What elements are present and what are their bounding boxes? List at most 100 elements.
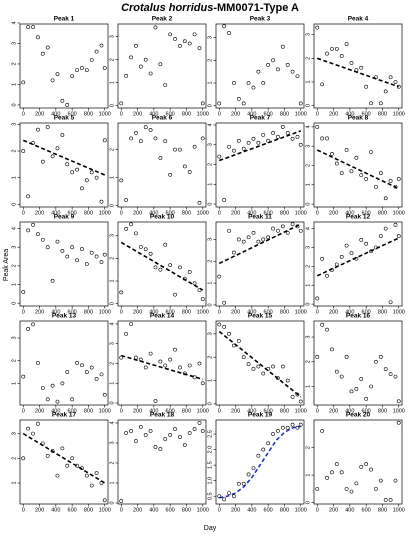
data-point [271,364,275,369]
data-point [36,421,40,426]
data-point [84,262,89,266]
data-point [187,41,192,46]
data-point [45,453,50,458]
y-tick-label: 1 [109,382,115,385]
data-point [89,170,94,175]
data-point [26,426,31,431]
x-tick-label: 800 [182,507,191,513]
data-point [119,290,124,295]
panel-title: Peak 20 [346,412,371,419]
y-tick-label: 1 [109,81,115,84]
data-point [349,169,354,174]
data-point [124,331,129,336]
x-tick-label: 400 [149,111,158,117]
data-point [182,371,187,376]
data-point [359,173,364,178]
data-point [129,429,133,433]
data-point [80,247,84,251]
data-point [26,327,31,331]
data-point [178,43,182,48]
x-tick-label: 800 [182,408,191,414]
data-point [256,239,261,244]
data-point [344,243,349,248]
data-point [232,250,236,255]
x-tick-label: 800 [378,309,387,315]
x-tick-label: 200 [329,210,338,216]
x-tick-label: 0 [22,408,25,414]
data-point [227,331,231,336]
x-tick-label: 400 [51,408,60,414]
data-point [246,362,251,367]
x-tick-label: 1000 [295,210,307,216]
x-tick-label: 0 [120,408,123,414]
x-tick-label: 200 [329,408,338,414]
data-point [315,354,320,359]
y-tick-label: 2 [11,62,17,65]
y-tick-label: 0.5 [207,492,213,500]
panel-title: Peak 15 [248,313,273,320]
data-point [70,456,75,461]
data-point [246,140,251,145]
y-tick-label: 0 [207,104,213,107]
data-point [251,136,256,141]
plot-frame [117,320,207,406]
x-tick-label: 400 [51,210,60,216]
data-point [280,224,285,229]
data-point [236,237,241,242]
x-tick-label: 1000 [393,408,405,414]
data-point [31,322,35,327]
trend-line [316,237,400,277]
data-point [94,175,99,180]
data-point [192,375,197,380]
data-point [369,467,373,472]
panel-title: Peak 3 [250,16,271,23]
data-point [124,431,129,435]
data-point [99,260,104,265]
data-point [40,159,45,164]
data-point [50,154,55,159]
data-point [80,186,84,191]
data-point [344,42,349,47]
data-point [374,245,378,250]
panel: Peak 10 0 200 400 600 800 1000 0 1 2 3 [109,214,208,316]
y-tick-label: 3 [11,123,17,126]
y-tick-label: 2 [11,264,17,267]
y-tick-label: 2 [207,59,213,62]
x-tick-label: 800 [378,111,387,117]
y-tick-label: 4 [207,123,213,126]
data-point [374,75,378,80]
data-point [197,421,202,425]
data-point [222,198,227,202]
data-point [349,61,354,65]
x-tick-label: 600 [264,507,273,513]
data-point [187,170,192,174]
data-point [45,397,50,402]
panel: Peak 6 0 200 400 600 800 1000 0 1 2 [109,115,208,217]
data-point [143,433,148,437]
y-tick-label: 2 [207,356,213,359]
data-point [383,226,388,231]
x-tick-label: 600 [362,111,371,117]
x-tick-label: 1000 [99,507,111,513]
x-tick-label: 0 [218,507,221,513]
x-axis-label: Day [204,525,217,532]
data-point [246,472,251,477]
y-tick-label: 0 [11,203,17,206]
panel: Peak 20 0 200 400 600 800 1000 0 1 2 [305,412,404,514]
data-point [60,249,65,253]
data-point [192,32,197,37]
data-point [89,250,94,255]
data-point [84,473,89,478]
data-point [290,394,295,399]
data-point [21,290,26,294]
data-point [396,420,401,425]
plot-frame [313,23,403,109]
data-point [143,125,148,130]
data-point [26,194,31,199]
panel-title: Peak 10 [150,214,175,221]
data-point [50,383,55,388]
data-point [290,136,295,141]
data-point [236,338,241,343]
data-point [148,128,153,132]
x-tick-label: 0 [120,111,123,117]
